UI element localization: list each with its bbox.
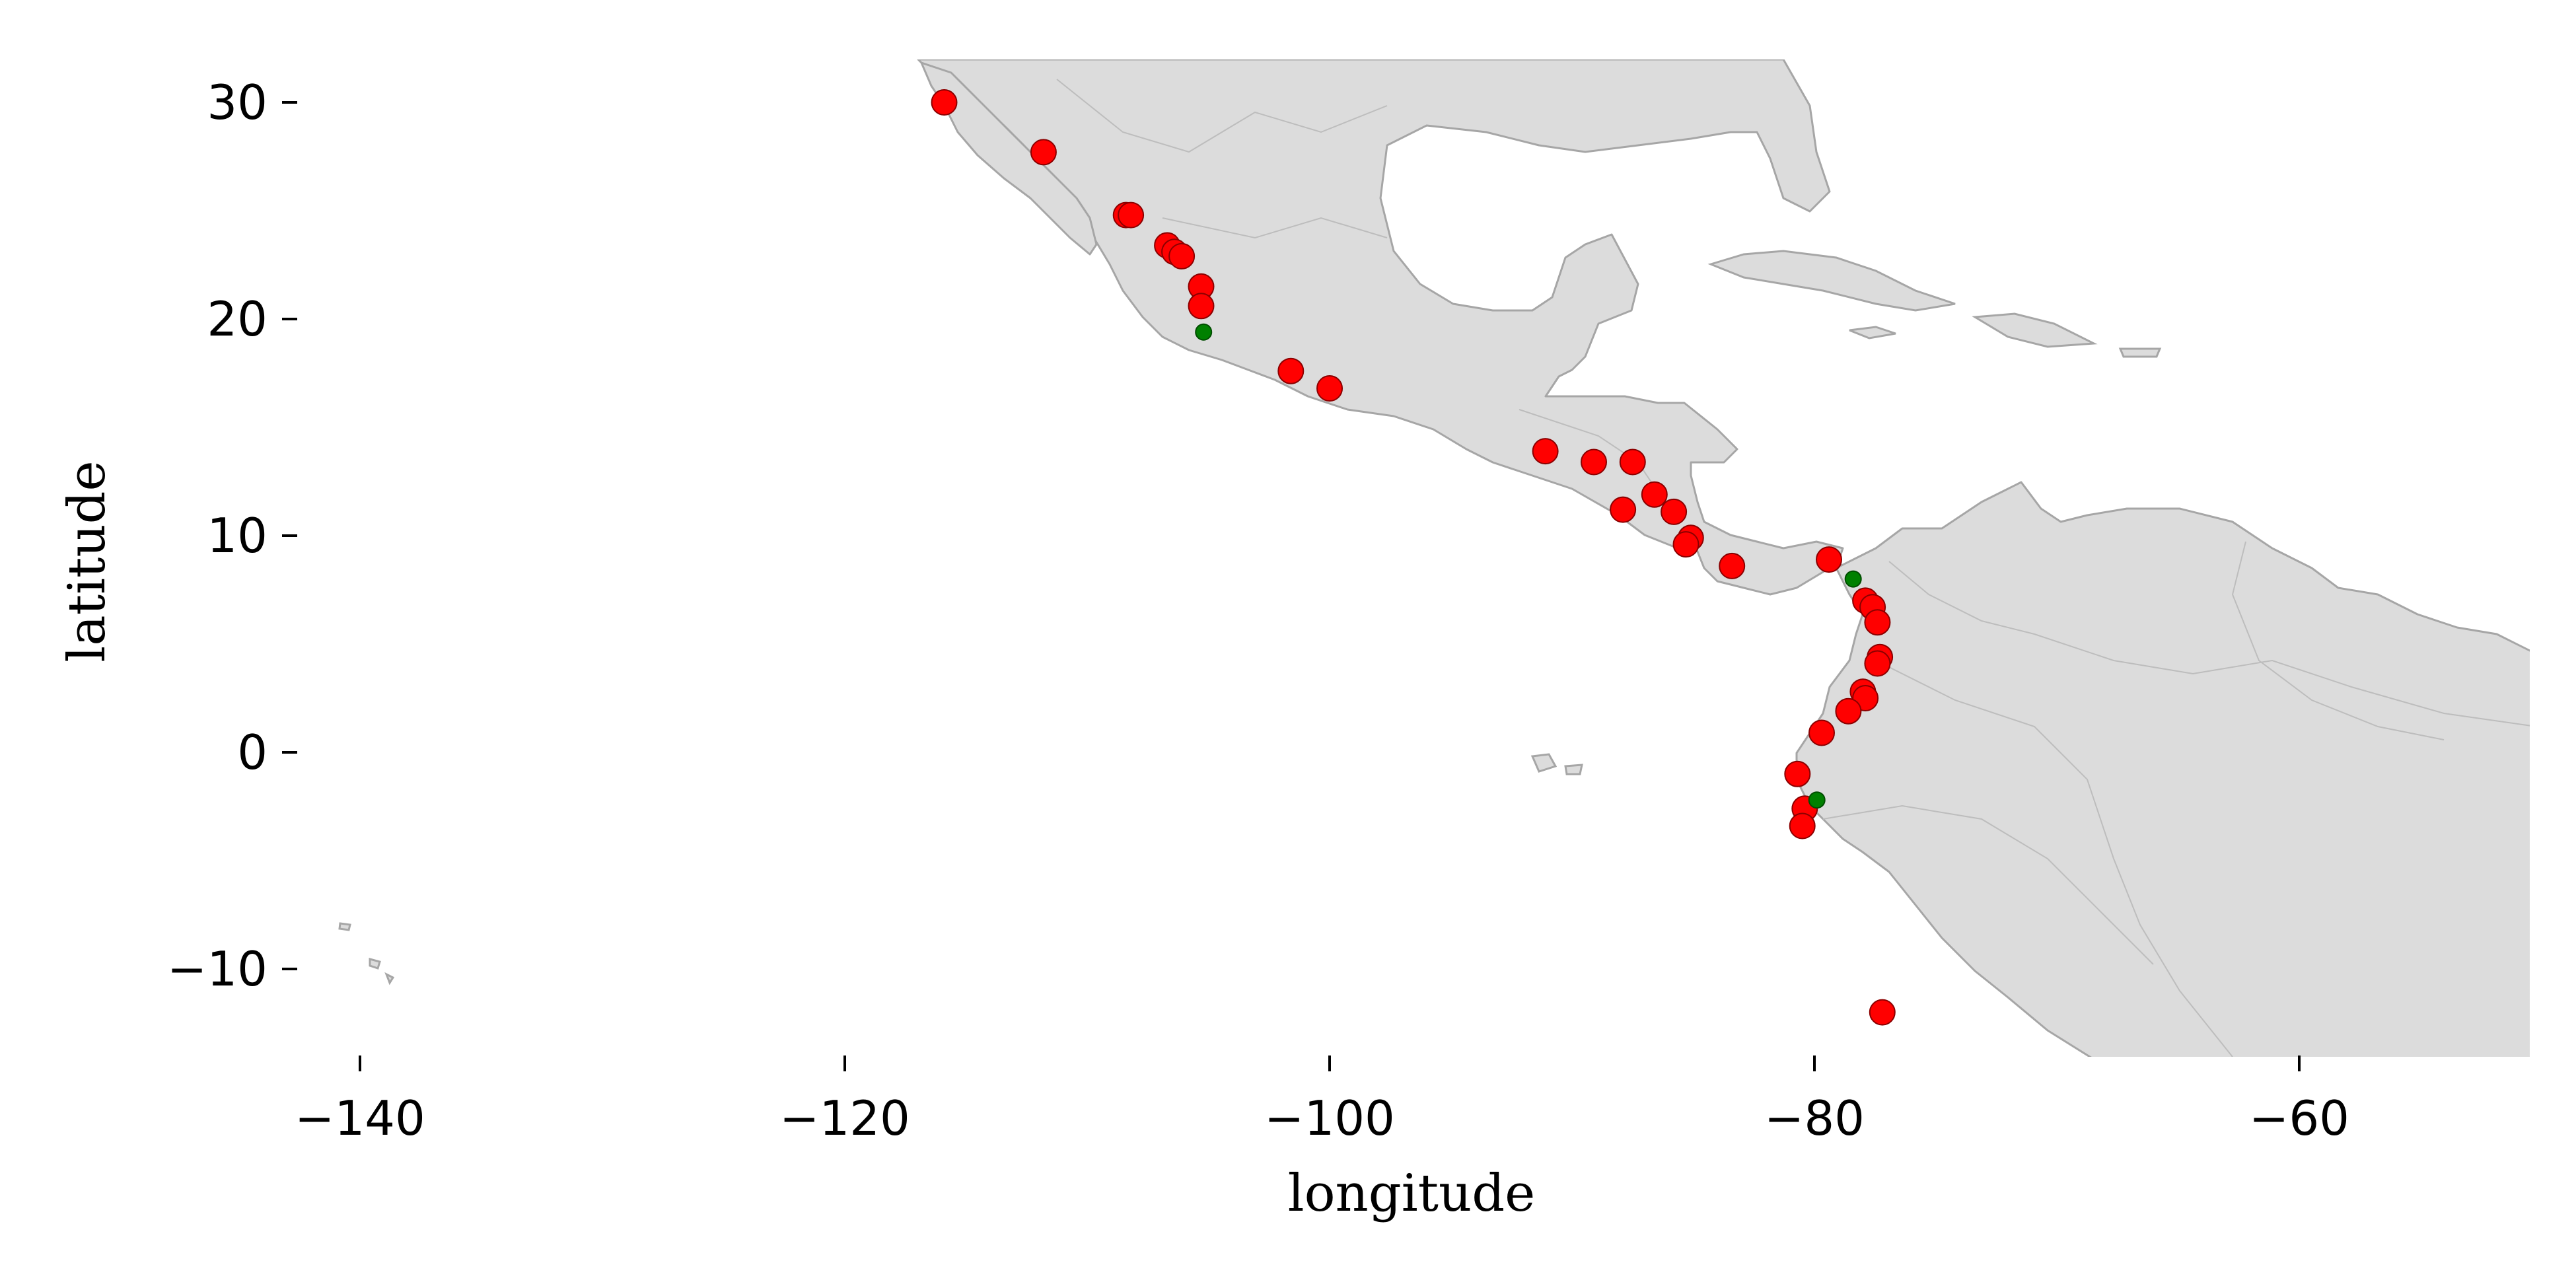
basemap xyxy=(338,59,2530,1057)
red-data-point xyxy=(1719,552,1746,579)
baja-california xyxy=(920,61,1098,256)
x-axis: −140 −120 −100 −80 −60 xyxy=(295,1055,2349,1146)
y-tick-label: 10 xyxy=(207,508,268,563)
x-tick-label: −80 xyxy=(1764,1091,1865,1146)
x-tick-label: −140 xyxy=(295,1091,425,1146)
red-data-point xyxy=(1532,438,1559,465)
x-tick-label: −100 xyxy=(1264,1091,1395,1146)
red-data-point xyxy=(1864,650,1891,677)
puerto-rico-island xyxy=(2118,347,2162,358)
galapagos-islands xyxy=(1530,753,1583,775)
jamaica-island xyxy=(1849,326,1896,340)
red-data-point xyxy=(1619,448,1646,476)
hawaii-islands xyxy=(338,922,395,985)
x-axis-label: longitude xyxy=(1288,1164,1536,1223)
red-data-point xyxy=(1784,760,1811,787)
red-data-point xyxy=(1672,531,1699,558)
red-data-point xyxy=(1816,546,1842,573)
red-data-point xyxy=(1118,201,1145,229)
red-data-point xyxy=(1864,609,1891,636)
red-data-point xyxy=(1835,698,1862,725)
y-axis-label: latitude xyxy=(57,460,117,662)
cuba-island xyxy=(1707,250,1956,312)
y-tick-label: −10 xyxy=(167,941,268,997)
green-data-point xyxy=(1844,570,1862,588)
red-data-point xyxy=(931,89,958,116)
red-data-point xyxy=(1661,498,1688,525)
south-america-landmass xyxy=(1795,481,2530,1057)
red-data-point xyxy=(1610,496,1637,523)
y-tick-label: 30 xyxy=(207,75,268,130)
internal-borders xyxy=(1056,79,2530,1057)
green-data-point xyxy=(1195,323,1213,341)
hispaniola-island xyxy=(1972,312,2098,348)
x-tick-label: −60 xyxy=(2249,1091,2349,1146)
red-data-point xyxy=(1581,448,1607,476)
red-data-point xyxy=(1188,293,1215,320)
red-data-point xyxy=(1316,375,1343,402)
red-data-point xyxy=(1168,242,1196,269)
red-data-point xyxy=(1277,357,1305,384)
red-data-point xyxy=(1789,812,1816,840)
red-data-point xyxy=(1030,139,1057,166)
red-data-point xyxy=(1808,719,1835,746)
y-axis: 30 20 10 0 −10 xyxy=(167,75,297,997)
y-tick-label: 20 xyxy=(207,291,268,347)
y-tick-label: 0 xyxy=(237,725,268,780)
north-america-landmass xyxy=(917,59,1844,596)
green-data-point xyxy=(1808,791,1826,809)
scatter-markers xyxy=(931,89,1896,1026)
red-data-point xyxy=(1641,481,1668,508)
x-tick-label: −120 xyxy=(779,1091,910,1146)
red-data-point xyxy=(1869,999,1896,1026)
